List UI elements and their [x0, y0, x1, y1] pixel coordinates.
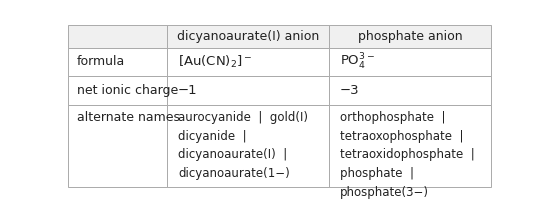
Text: tetraoxophosphate  |: tetraoxophosphate |: [340, 130, 463, 143]
Bar: [167, 76, 329, 105]
Bar: [167, 47, 329, 76]
Bar: [68, 25, 167, 47]
Text: PO$_4^{3-}$: PO$_4^{3-}$: [340, 52, 375, 72]
Bar: [68, 47, 167, 76]
Text: dicyanoaurate(1−): dicyanoaurate(1−): [178, 167, 290, 180]
Bar: [329, 25, 490, 47]
Text: formula: formula: [76, 55, 125, 68]
Text: −1: −1: [178, 84, 198, 97]
Text: tetraoxidophosphate  |: tetraoxidophosphate |: [340, 148, 475, 161]
Text: [Au(CN)$_2$]$^-$: [Au(CN)$_2$]$^-$: [178, 54, 252, 70]
Bar: [329, 105, 490, 187]
Text: −3: −3: [340, 84, 359, 97]
Text: net ionic charge: net ionic charge: [76, 84, 178, 97]
Bar: [329, 47, 490, 76]
Bar: [167, 25, 329, 47]
Text: phosphate  |: phosphate |: [340, 167, 414, 180]
Text: aurocyanide  |  gold(I): aurocyanide | gold(I): [178, 111, 308, 124]
Text: dicyanoaurate(I) anion: dicyanoaurate(I) anion: [177, 30, 319, 43]
Text: alternate names: alternate names: [76, 111, 179, 124]
Bar: [167, 105, 329, 187]
Bar: [68, 105, 167, 187]
Text: dicyanoaurate(I)  |: dicyanoaurate(I) |: [178, 148, 287, 161]
Bar: [329, 76, 490, 105]
Text: phosphate(3−): phosphate(3−): [340, 186, 429, 199]
Text: phosphate anion: phosphate anion: [358, 30, 462, 43]
Text: dicyanide  |: dicyanide |: [178, 130, 246, 143]
Bar: [68, 76, 167, 105]
Text: orthophosphate  |: orthophosphate |: [340, 111, 445, 124]
